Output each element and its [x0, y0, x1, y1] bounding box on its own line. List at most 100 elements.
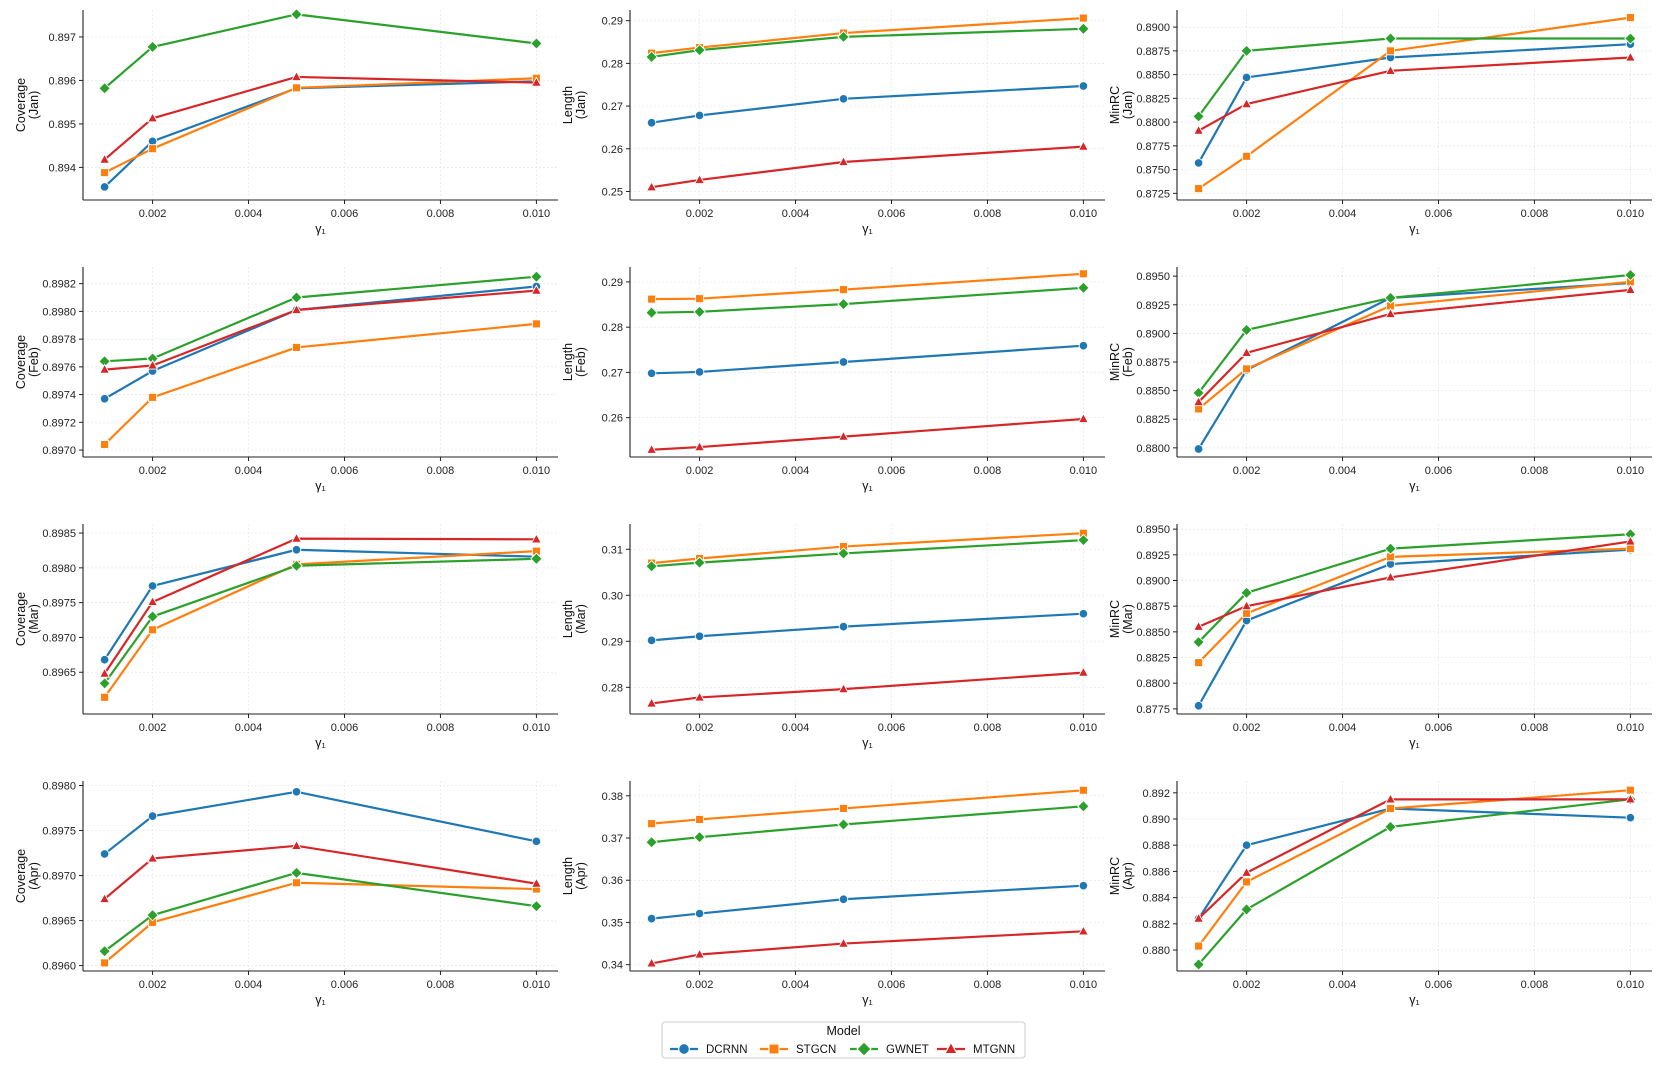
data-point-mtgnn [1077, 140, 1089, 151]
data-point-gwnet [290, 291, 303, 304]
x-axis-label: γ₁ [862, 222, 872, 236]
data-point-mtgnn [99, 667, 111, 678]
x-tick-label: 0.008 [974, 208, 1002, 220]
x-tick-label: 0.004 [235, 722, 263, 734]
x-tick-label: 0.002 [686, 465, 714, 477]
x-tick-label: 0.004 [1329, 465, 1357, 477]
y-tick-label: 0.8982 [42, 279, 76, 291]
data-point-stgcn [292, 342, 301, 352]
y-tick-label: 0.8875 [1136, 46, 1170, 58]
y-axis-label-line: (Mar) [574, 604, 588, 634]
data-point-dcrnn [531, 836, 542, 847]
y-axis-label-line: (Feb) [27, 347, 41, 377]
x-tick-label: 0.008 [427, 722, 455, 734]
data-point-gwnet [837, 818, 850, 831]
y-axis-label: MinRC(Feb) [1108, 343, 1135, 381]
y-tick-label: 0.8900 [1136, 22, 1170, 34]
x-tick-label: 0.010 [523, 722, 551, 734]
y-axis-label: MinRC(Apr) [1108, 857, 1135, 895]
series-line-gwnet [1197, 273, 1631, 394]
series-line-stgcn [1197, 16, 1631, 190]
data-point-dcrnn [646, 117, 657, 128]
data-point-dcrnn [99, 394, 110, 404]
series-line-gwnet [651, 805, 1084, 844]
data-point-dcrnn [147, 811, 158, 821]
y-axis-label-line: (Feb) [574, 347, 588, 377]
series-line-dcrnn [104, 285, 537, 400]
x-tick-label: 0.006 [1425, 208, 1453, 220]
data-point-mtgnn [1241, 97, 1253, 109]
series-line-dcrnn [651, 344, 1084, 375]
legend-label-mtgnn: MTGNN [973, 1044, 1015, 1056]
x-tick-label: 0.008 [1521, 208, 1549, 220]
x-axis-label: γ₁ [315, 222, 325, 236]
data-point-gwnet [1624, 268, 1637, 282]
x-tick-label: 0.002 [686, 979, 714, 991]
legend-marker-gwnet [856, 1041, 872, 1057]
subplot-2: 0.002 0.004 0.006 0.008 0.010 0.25 0.26 0.27 0.2… [561, 10, 1105, 236]
y-axis-label-line: (Mar) [27, 604, 41, 634]
x-tick-label: 0.002 [686, 722, 714, 734]
data-point-stgcn [1242, 877, 1252, 887]
series-line-stgcn [103, 322, 537, 446]
y-axis-label: Coverage(Jan) [14, 78, 41, 132]
data-point-mtgnn [694, 173, 706, 184]
y-tick-label: 0.8970 [42, 445, 76, 457]
x-tick-label: 0.010 [523, 465, 551, 477]
x-tick-label: 0.010 [1617, 208, 1645, 220]
y-tick-label: 0.8875 [1136, 601, 1170, 613]
data-point-stgcn [1242, 364, 1252, 374]
y-tick-label: 0.884 [1142, 893, 1170, 905]
data-point-gwnet [693, 830, 706, 844]
data-point-dcrnn [694, 367, 705, 377]
data-point-mtgnn [694, 691, 706, 702]
x-axis-label: γ₁ [1409, 736, 1419, 750]
data-point-mtgnn [646, 443, 658, 454]
y-tick-label: 0.38 [602, 791, 623, 803]
y-tick-label: 0.8875 [1136, 357, 1170, 369]
data-point-gwnet [837, 297, 850, 311]
y-tick-label: 0.8850 [1136, 70, 1170, 82]
data-point-gwnet [530, 37, 543, 50]
data-point-mtgnn [1241, 346, 1253, 357]
x-tick-label: 0.004 [235, 208, 263, 220]
y-tick-label: 0.29 [602, 16, 623, 28]
x-tick-label: 0.004 [782, 465, 810, 477]
data-point-dcrnn [646, 913, 657, 924]
series-line-mtgnn [651, 930, 1084, 965]
subplot-7: 0.002 0.004 0.006 0.008 0.010 0.8965 0.8970 0.8… [14, 524, 558, 750]
x-tick-label: 0.004 [1329, 208, 1357, 220]
series-line-stgcn [1197, 280, 1631, 410]
y-tick-label: 0.8825 [1136, 653, 1170, 665]
y-axis-label-line: (Mar) [1121, 604, 1135, 634]
data-point-mtgnn [1193, 912, 1205, 923]
x-axis-label: γ₁ [862, 736, 872, 750]
data-point-gwnet [645, 306, 658, 319]
y-axis-label-line: MinRC [1108, 857, 1122, 895]
data-point-mtgnn [99, 153, 111, 164]
x-axis-label: γ₁ [1409, 479, 1419, 493]
y-tick-label: 0.28 [602, 682, 623, 694]
data-point-gwnet [693, 305, 706, 319]
data-point-gwnet [1624, 32, 1637, 45]
x-axis-label: γ₁ [862, 479, 872, 493]
y-tick-label: 0.8925 [1136, 300, 1170, 312]
series-line-stgcn [651, 17, 1084, 55]
y-tick-label: 0.8975 [42, 826, 76, 838]
x-tick-label: 0.006 [331, 208, 359, 220]
data-point-gwnet [1240, 903, 1253, 916]
data-point-stgcn [1242, 608, 1252, 618]
data-point-gwnet [98, 82, 111, 95]
x-tick-label: 0.010 [1070, 208, 1098, 220]
x-tick-label: 0.004 [235, 465, 263, 477]
y-tick-label: 0.27 [602, 367, 623, 379]
y-axis-label-line: MinRC [1108, 343, 1122, 381]
data-point-gwnet [1384, 32, 1397, 45]
y-tick-label: 0.890 [1142, 814, 1170, 826]
data-point-gwnet [1240, 44, 1253, 58]
data-point-mtgnn [530, 877, 542, 888]
y-tick-label: 0.8985 [42, 528, 76, 540]
x-axis-label: γ₁ [315, 993, 325, 1007]
legend-box [661, 1021, 1026, 1059]
series-line-gwnet [103, 871, 537, 953]
